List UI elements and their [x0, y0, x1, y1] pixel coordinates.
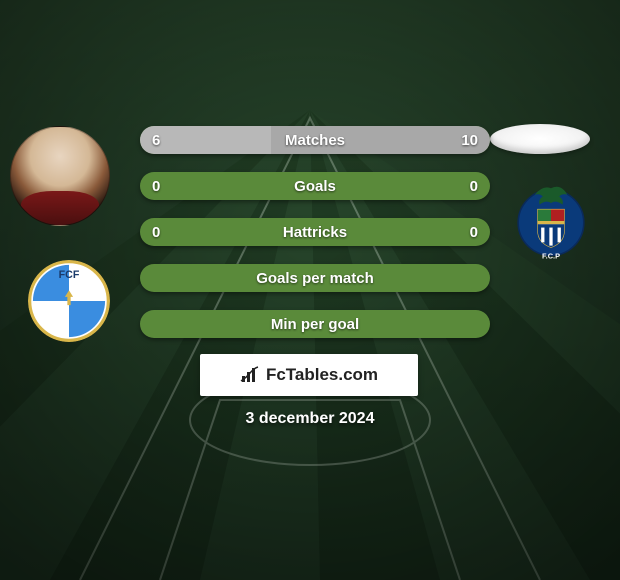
- stat-row: Min per goal: [140, 310, 490, 338]
- chart-icon: [240, 366, 260, 384]
- stat-row: 0 0 Goals: [140, 172, 490, 200]
- player-right-avatar: [490, 124, 590, 154]
- stat-row: 6 10 Matches: [140, 126, 490, 154]
- stat-label: Matches: [285, 132, 345, 149]
- stat-right-value: 10: [461, 132, 478, 149]
- stat-label: Goals per match: [256, 270, 374, 287]
- stat-label: Min per goal: [271, 316, 359, 333]
- stat-label: Goals: [294, 178, 336, 195]
- watermark: FcTables.com: [200, 354, 418, 396]
- date-label: 3 december 2024: [0, 410, 620, 428]
- player-left-avatar: [10, 126, 110, 226]
- watermark-text: FcTables.com: [266, 365, 378, 385]
- stat-left-value: 6: [152, 132, 160, 149]
- stat-left-value: 0: [152, 224, 160, 241]
- stat-right-value: 0: [470, 224, 478, 241]
- stat-right-value: 0: [470, 178, 478, 195]
- stat-label: Hattricks: [283, 224, 347, 241]
- stat-row: Goals per match: [140, 264, 490, 292]
- stat-left-value: 0: [152, 178, 160, 195]
- svg-text:F.C.P: F.C.P: [542, 252, 560, 261]
- stats-panel: 6 10 Matches 0 0 Goals 0 0 Hattricks Goals per ma…: [140, 126, 490, 356]
- stat-row: 0 0 Hattricks: [140, 218, 490, 246]
- club-left-badge: FCF: [28, 260, 110, 342]
- club-right-badge: F.C.P: [510, 180, 592, 262]
- svg-text:FCF: FCF: [59, 269, 80, 281]
